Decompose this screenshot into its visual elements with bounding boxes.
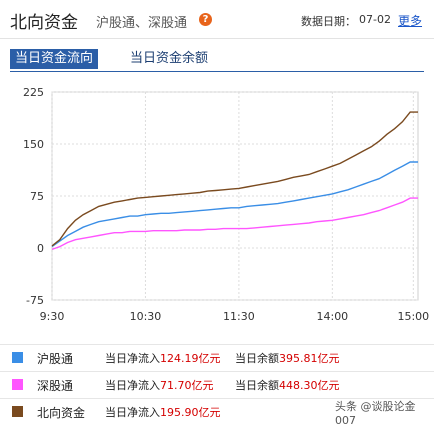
legend-series-name: 深股通 [37, 379, 74, 393]
series-line-0 [51, 161, 418, 248]
chart-grid [51, 91, 419, 301]
y-tick-label: -75 [26, 294, 44, 307]
x-axis: 9:30 10:30 11:30 14:00 15:00 [40, 310, 430, 323]
x-tick-label: 10:30 [130, 310, 162, 323]
question-icon[interactable]: ? [199, 13, 212, 26]
x-tick-label: 11:30 [223, 310, 255, 323]
plot-frame [51, 91, 419, 301]
legend-inflow: 当日净流入124.19亿元 [105, 350, 221, 366]
x-tick-label: 15:00 [397, 310, 429, 323]
legend-series-name: 北向资金 [37, 406, 86, 420]
x-tick-label: 9:30 [40, 310, 65, 323]
legend-swatch-hgt [12, 352, 23, 363]
balance-label: 当日余额 [235, 379, 279, 392]
y-tick-label: 0 [37, 242, 44, 255]
legend-inflow: 当日净流入71.70亿元 [105, 377, 214, 393]
balance-value: 448.30亿元 [279, 379, 340, 392]
series-line-2 [51, 111, 418, 247]
page-title: 北向资金 [10, 13, 78, 33]
y-tick-label: 75 [30, 190, 44, 203]
legend-row-sgt: 深股通 当日净流入71.70亿元 当日余额448.30亿元 [0, 371, 434, 398]
tab-daily-flow[interactable]: 当日资金流向 [10, 49, 99, 69]
tab-underline [10, 71, 424, 72]
more-link[interactable]: 更多 [398, 14, 423, 28]
legend-row-hgt: 沪股通 当日净流入124.19亿元 当日余额395.81亿元 [0, 344, 434, 371]
legend-swatch-north [12, 406, 23, 417]
chart-series [51, 111, 418, 251]
date-label: 数据日期： [301, 15, 356, 28]
y-tick-label: 150 [23, 138, 44, 151]
y-tick-label: 225 [23, 86, 44, 99]
inflow-value: 71.70亿元 [160, 379, 214, 392]
inflow-value: 124.19亿元 [160, 352, 221, 365]
flow-chart: 225 150 75 0 -75 9:30 10:30 11:30 14:00 15:00 [23, 86, 430, 323]
x-tick-label: 14:00 [316, 310, 348, 323]
legend-row-north: 北向资金 当日净流入195.90亿元 [0, 398, 434, 425]
legend-swatch-sgt [12, 379, 23, 390]
header: 北向资金 沪股通、深股通 ? 数据日期： 07-02 更多 [0, 0, 434, 39]
legend-balance: 当日余额395.81亿元 [235, 350, 340, 366]
inflow-value: 195.90亿元 [160, 406, 221, 419]
balance-value: 395.81亿元 [279, 352, 340, 365]
page-subtitle: 沪股通、深股通 [96, 16, 188, 31]
series-line-1 [51, 197, 418, 251]
inflow-label: 当日净流入 [105, 406, 160, 419]
legend-inflow: 当日净流入195.90亿元 [105, 404, 221, 420]
inflow-label: 当日净流入 [105, 352, 160, 365]
legend-balance: 当日余额448.30亿元 [235, 377, 340, 393]
inflow-label: 当日净流入 [105, 379, 160, 392]
watermark: 头条 @谈股论金007 [335, 400, 416, 427]
legend-series-name: 沪股通 [37, 352, 74, 366]
date-value: 07-02 [359, 13, 391, 26]
y-axis: 225 150 75 0 -75 [23, 86, 44, 307]
tab-daily-balance[interactable]: 当日资金余额 [130, 51, 209, 66]
balance-label: 当日余额 [235, 352, 279, 365]
